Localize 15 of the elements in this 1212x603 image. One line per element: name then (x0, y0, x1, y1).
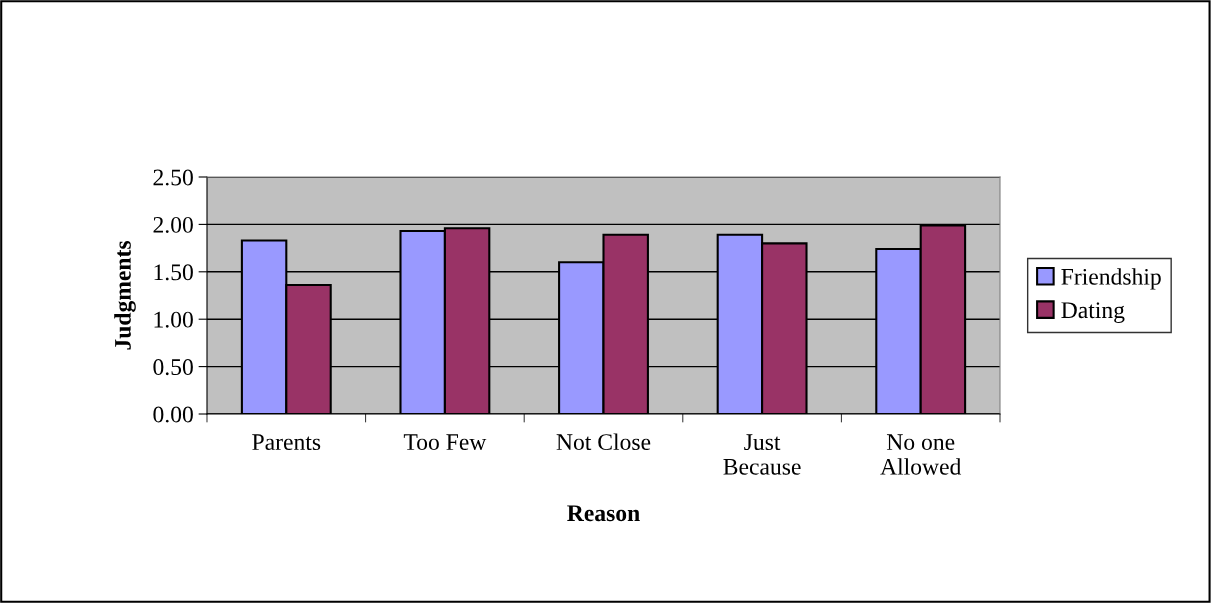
legend-label: Dating (1061, 302, 1125, 323)
y-tick-label: 0.50 (153, 359, 193, 376)
x-tick-label: Too Few (403, 434, 487, 451)
x-tick-label: No one Allowed (880, 434, 962, 475)
legend-label: Friendship (1061, 268, 1161, 290)
x-axis-title: Reason (567, 505, 640, 522)
y-tick-label: 2.00 (153, 216, 193, 233)
x-tick-label: Not Close (556, 433, 651, 451)
y-axis-title: Judgments (114, 240, 136, 350)
x-tick-label: Just Because (723, 434, 801, 475)
x-tick-label: Parents (252, 434, 321, 451)
y-tick-label: 1.00 (154, 311, 193, 328)
y-tick-label: 1.50 (154, 264, 193, 281)
y-tick-label: 0.00 (153, 406, 193, 423)
y-tick-label: 2.50 (153, 169, 193, 186)
